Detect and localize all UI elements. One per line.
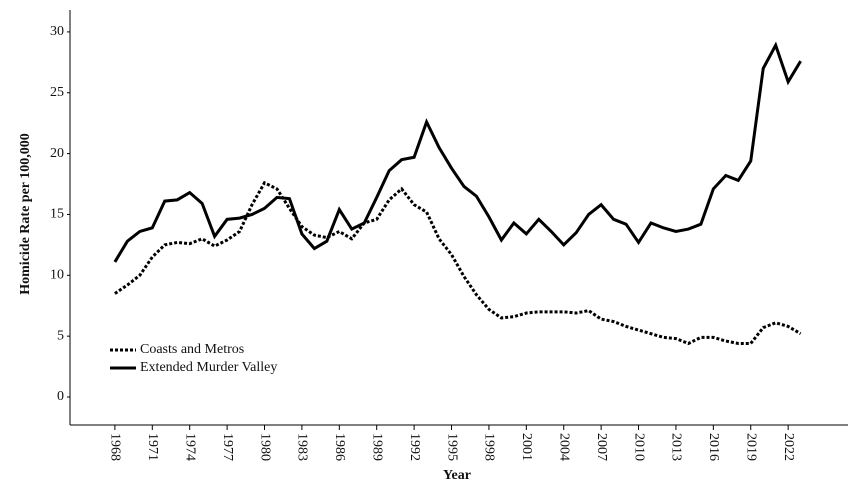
- legend-label: Extended Murder Valley: [140, 360, 277, 375]
- x-tick-label: 2010: [631, 433, 646, 461]
- legend-label: Coasts and Metros: [140, 342, 244, 357]
- x-tick-label: 1998: [482, 433, 497, 461]
- x-tick-label: 1992: [407, 433, 422, 461]
- x-tick-label: 1989: [369, 433, 384, 461]
- x-tick-label: 2013: [669, 433, 684, 461]
- x-tick-label: 1971: [145, 433, 160, 461]
- x-tick-label: 1986: [332, 433, 347, 461]
- x-tick-label: 2001: [519, 433, 534, 461]
- y-tick-label: 20: [50, 146, 64, 161]
- y-axis-label: Homicide Rate per 100,000: [18, 133, 33, 295]
- x-tick-label: 1974: [182, 433, 197, 461]
- y-tick-label: 25: [50, 85, 64, 100]
- x-axis-label: Year: [443, 468, 471, 483]
- y-tick-label: 15: [50, 207, 64, 222]
- x-tick-label: 1995: [444, 433, 459, 461]
- y-tick-label: 0: [57, 389, 64, 404]
- y-tick-label: 5: [57, 328, 64, 343]
- x-tick-label: 1980: [257, 433, 272, 461]
- x-tick-label: 1983: [295, 433, 310, 461]
- series-line: [113, 41, 802, 263]
- x-tick-label: 2007: [594, 433, 609, 461]
- y-tick-label: 10: [50, 268, 64, 283]
- series-line: [114, 180, 802, 346]
- x-tick-label: 2019: [744, 433, 759, 461]
- y-tick-label: 30: [50, 24, 64, 39]
- x-tick-label: 1977: [220, 433, 235, 461]
- x-tick-label: 2016: [706, 433, 721, 461]
- x-tick-label: 2022: [781, 433, 796, 461]
- x-tick-label: 2004: [557, 433, 572, 461]
- x-tick-label: 1968: [108, 433, 123, 461]
